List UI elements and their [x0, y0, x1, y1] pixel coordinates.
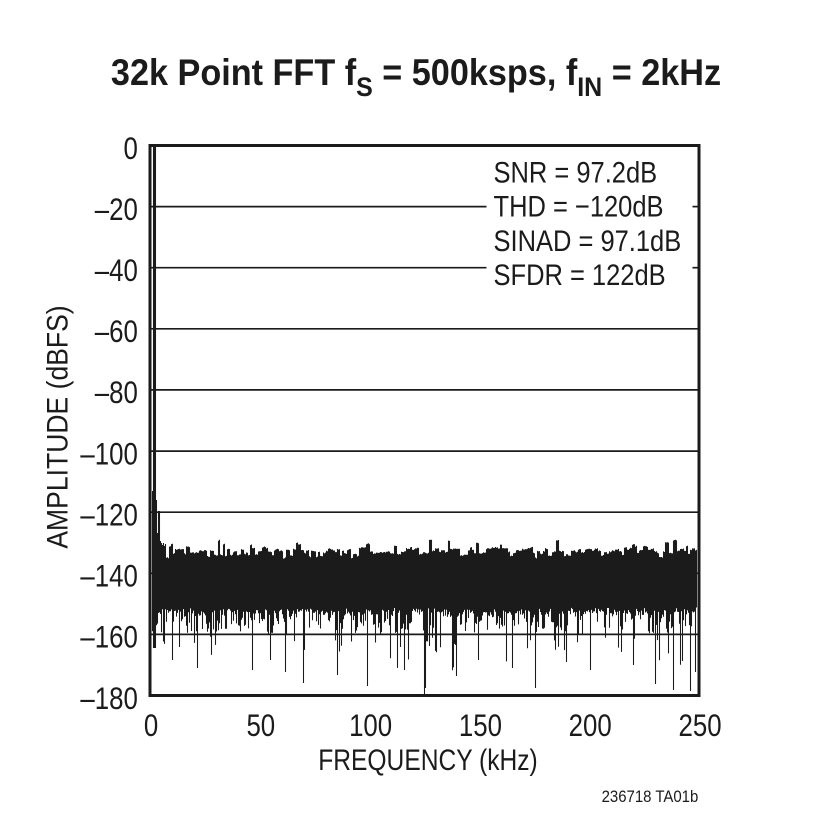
svg-text:0: 0	[123, 131, 137, 166]
svg-text:THD = −120dB: THD = −120dB	[494, 190, 664, 223]
svg-text:–100: –100	[80, 437, 137, 472]
svg-text:0: 0	[144, 708, 158, 743]
svg-text:–140: –140	[80, 559, 137, 594]
svg-text:100: 100	[349, 708, 392, 743]
svg-text:200: 200	[569, 708, 612, 743]
svg-text:–20: –20	[95, 193, 138, 228]
svg-text:FREQUENCY (kHz): FREQUENCY (kHz)	[318, 743, 538, 777]
svg-text:–80: –80	[95, 376, 138, 411]
svg-text:SFDR = 122dB: SFDR = 122dB	[494, 258, 666, 291]
svg-text:–40: –40	[95, 254, 138, 289]
svg-text:150: 150	[459, 708, 502, 743]
svg-text:50: 50	[246, 708, 275, 743]
svg-text:–60: –60	[95, 315, 138, 350]
svg-text:–120: –120	[80, 498, 137, 533]
svg-text:–160: –160	[80, 620, 137, 655]
svg-text:–180: –180	[80, 681, 137, 716]
svg-text:250: 250	[678, 708, 721, 743]
svg-text:SINAD = 97.1dB: SINAD = 97.1dB	[494, 224, 682, 257]
svg-text:32k Point FFT fS = 500ksps, fI: 32k Point FFT fS = 500ksps, fIN = 2kHz	[111, 52, 721, 102]
svg-text:AMPLITUDE (dBFS): AMPLITUDE (dBFS)	[41, 305, 75, 548]
svg-text:SNR = 97.2dB: SNR = 97.2dB	[494, 156, 658, 189]
svg-text:236718 TA01b: 236718 TA01b	[602, 788, 699, 806]
